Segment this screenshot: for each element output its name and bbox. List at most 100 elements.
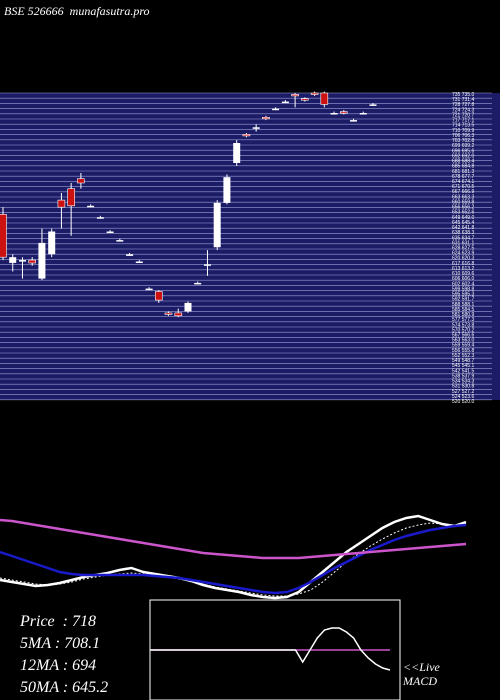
price-tick-label: 527 527.2: [452, 389, 474, 395]
stat-label: Price: [20, 613, 55, 630]
price-tick-label: 631 631.1: [452, 240, 474, 246]
macd-caption: MACD: [403, 674, 437, 688]
candle-body: [57, 199, 66, 208]
candle-body: [242, 134, 251, 137]
price-tick-label: 577 577.3: [452, 317, 474, 323]
candle-body: [350, 120, 357, 122]
candle-body: [19, 260, 26, 262]
price-tick-label: 599 598.8: [452, 286, 474, 292]
price-tick-label: 714 713.5: [452, 123, 474, 129]
candle-body: [252, 127, 260, 129]
price-tick-label: 724 724.3: [452, 107, 474, 113]
price-tick-label: 620 620.3: [452, 256, 474, 262]
price-tick-label: 656 656.2: [452, 205, 474, 211]
stat-value: 645.2: [72, 679, 109, 696]
candle-body: [0, 214, 7, 258]
price-tick-label: 649 649.0: [452, 215, 474, 221]
stat-5ma: 5MA : 708.1: [20, 633, 108, 655]
candle-body: [262, 117, 270, 120]
ma-line-slow: [0, 518, 467, 560]
candle-body: [281, 101, 289, 104]
price-tick-label: 574 573.8: [452, 322, 474, 328]
candle-body: [213, 202, 221, 248]
candle-body: [164, 312, 173, 315]
price-tick-label: 710 709.9: [452, 128, 474, 134]
price-tick-label: 685 684.8: [452, 164, 474, 170]
price-stats: Price : 718 5MA : 708.1 12MA : 694 50MA …: [20, 611, 108, 699]
price-tick-label: 617 616.8: [452, 261, 474, 267]
stat-separator: :: [54, 613, 72, 630]
price-tick-label: 696 695.6: [452, 148, 474, 154]
stat-separator: :: [50, 635, 65, 652]
price-tick-label: 645 645.4: [452, 220, 474, 226]
live-macd-link[interactable]: <<Live: [403, 660, 440, 674]
candle-body: [300, 98, 309, 101]
candle-body: [359, 113, 367, 115]
price-tick-label: 570 570.2: [452, 327, 474, 333]
candle-body: [96, 217, 104, 219]
price-tick-label: 642 641.8: [452, 225, 474, 231]
price-tick-label: 728 727.8: [452, 102, 474, 108]
price-tick-label: 667 666.9: [452, 189, 474, 195]
ma-line-mid: [0, 523, 467, 595]
candle-body: [9, 257, 17, 263]
stat-price: Price : 718: [20, 611, 108, 633]
price-tick-label: 520 520.0: [452, 399, 474, 405]
price-tick-label: 717 717.1: [452, 118, 474, 124]
candle-body: [174, 312, 183, 317]
stat-value: 708.1: [64, 635, 101, 652]
price-tick-label: 735 735.0: [452, 92, 474, 98]
stat-12ma: 12MA : 694: [20, 655, 108, 677]
page-title: BSE 526666 munafasutra.pro: [4, 4, 150, 18]
price-tick-label: 635 634.7: [452, 235, 474, 241]
price-tick-label: 602 602.4: [452, 281, 474, 287]
candle-body: [223, 177, 231, 203]
stat-value: 718: [71, 613, 96, 630]
price-tick-label: 545 545.1: [452, 363, 474, 369]
ma-line-fast_dotted: [0, 522, 467, 597]
price-tick-label: 681 681.3: [452, 169, 474, 175]
price-tick-label: 678 677.7: [452, 174, 474, 180]
candle-body: [369, 104, 377, 106]
price-tick-label: 585 584.5: [452, 307, 474, 313]
price-tick-label: 624 623.9: [452, 251, 474, 257]
price-tick-label: 706 706.3: [452, 133, 474, 139]
price-tick-label: 542 541.5: [452, 368, 474, 374]
candle-body: [320, 92, 329, 105]
price-tick-label: 663 663.3: [452, 194, 474, 200]
price-tick-label: 549 548.7: [452, 358, 474, 364]
price-tick-label: 613 613.2: [452, 266, 474, 272]
price-tick-label: 688 688.4: [452, 159, 474, 165]
price-tick-label: 524 523.6: [452, 394, 474, 400]
price-tick-label: 628 627.5: [452, 246, 474, 252]
price-tick-label: 563 563.0: [452, 338, 474, 344]
candle-body: [184, 302, 192, 312]
price-tick-label: 606 606.0: [452, 276, 474, 282]
price-tick-label: 638 638.3: [452, 230, 474, 236]
price-tick-label: 699 699.2: [452, 143, 474, 149]
stat-label: 5MA: [20, 635, 51, 652]
macd-line: [150, 627, 391, 671]
stat-separator: :: [58, 657, 73, 674]
price-tick-label: 731 731.4: [452, 97, 474, 103]
candle-body: [233, 143, 241, 163]
price-tick-label: 671 670.5: [452, 184, 474, 190]
price-grid: [0, 92, 500, 401]
candle-body: [145, 288, 153, 291]
candle-body: [272, 108, 280, 111]
candle-body: [67, 188, 75, 207]
price-tick-label: 559 559.4: [452, 343, 474, 349]
candle-body: [310, 92, 319, 95]
price-tick-label: 534 534.3: [452, 379, 474, 385]
candle-body: [77, 178, 85, 184]
grid-band: [0, 93, 500, 400]
price-tick-label: 610 609.6: [452, 271, 474, 277]
candle-body: [155, 291, 163, 301]
price-tick-label: 653 652.6: [452, 210, 474, 216]
price-tick-label: 567 566.6: [452, 333, 474, 339]
candle-body: [116, 240, 124, 242]
candle-body: [106, 231, 114, 233]
price-tick-label: 538 537.9: [452, 373, 474, 379]
